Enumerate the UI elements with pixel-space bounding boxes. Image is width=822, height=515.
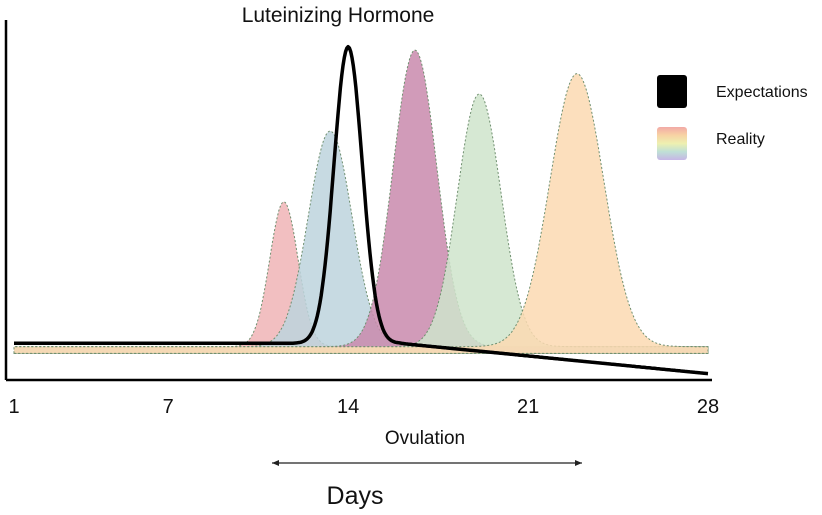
expectations-line: [13, 44, 709, 376]
x-tick-label: 14: [337, 396, 359, 418]
x-tick-label: 7: [163, 396, 174, 418]
reality-peak-5: [13, 73, 709, 354]
ovulation-label: Ovulation: [385, 428, 465, 449]
legend-swatch-expectations: [657, 75, 687, 108]
double-arrow-icon: [272, 460, 582, 466]
chart-title: Luteinizing Hormone: [242, 4, 435, 27]
legend-swatch-reality: [657, 127, 687, 160]
expectation-lines: [13, 44, 709, 376]
legend: Expectations Reality: [657, 75, 808, 160]
reality-areas: [13, 49, 709, 354]
x-tick-label: 28: [697, 396, 719, 418]
x-tick-label: 21: [517, 396, 539, 418]
legend-label-reality: Reality: [716, 131, 765, 148]
legend-label-expectations: Expectations: [716, 84, 808, 101]
x-tick-labels: 1 7 14 21 28: [8, 396, 719, 418]
x-axis-label: Days: [327, 482, 384, 510]
x-tick-label: 1: [8, 396, 19, 418]
